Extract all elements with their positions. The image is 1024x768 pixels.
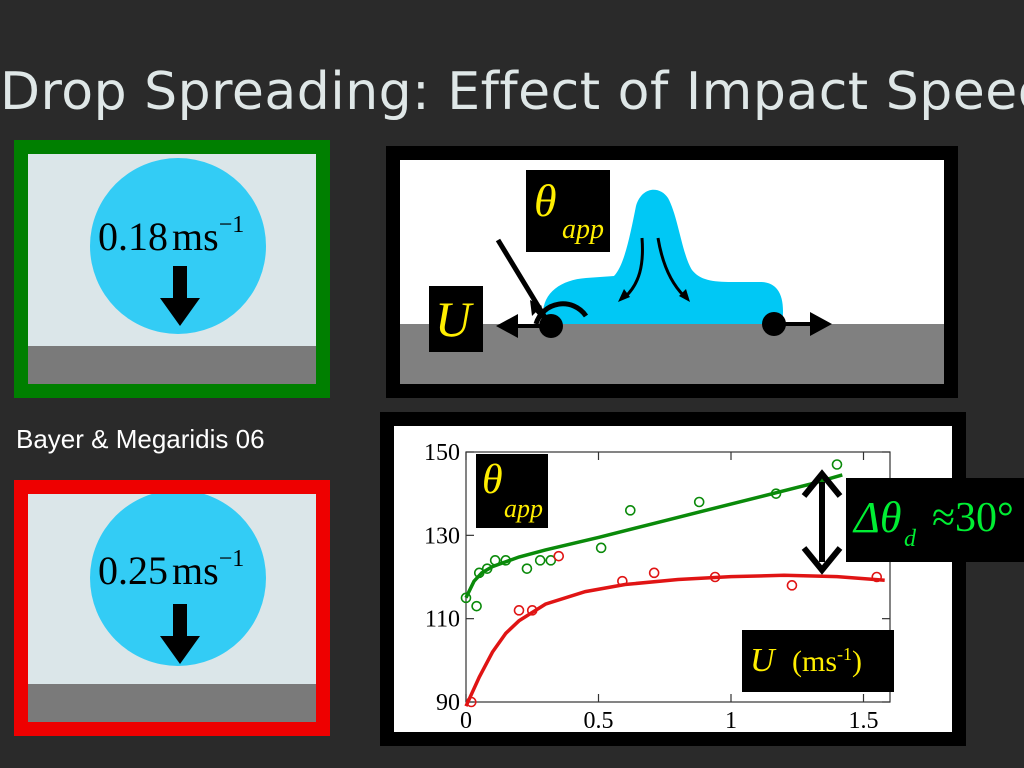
series-0-point bbox=[693, 496, 705, 508]
series-0-point bbox=[534, 555, 546, 566]
ground-surface bbox=[28, 346, 316, 384]
series-0-point bbox=[545, 555, 557, 566]
series-1-point bbox=[526, 605, 538, 616]
impact-speed-label: 0.25 ms−1 bbox=[98, 546, 245, 593]
series-0-point bbox=[500, 555, 512, 566]
series-0-point bbox=[595, 542, 607, 554]
series-0-point bbox=[473, 567, 485, 579]
series-0-point bbox=[489, 555, 501, 566]
contact-angle-chart: 90 110 130 150 0 0.5 1 1.5 θ app U (ms-1) bbox=[380, 412, 966, 746]
series-1-point bbox=[466, 696, 477, 708]
x-tick-label: 1 bbox=[725, 708, 737, 734]
x-tick-label: 0 bbox=[460, 708, 472, 734]
x-axis-label: U (ms-1) bbox=[742, 630, 894, 692]
series-0-point bbox=[625, 505, 636, 516]
y-tick-label: 90 bbox=[436, 690, 460, 716]
contact-line-point bbox=[762, 312, 786, 336]
velocity-label: U bbox=[429, 286, 483, 352]
delta-theta-annotation: Δθ d ≈30° bbox=[846, 478, 1024, 562]
series-0-point bbox=[460, 592, 472, 604]
series-0-point bbox=[831, 459, 843, 470]
ground-surface bbox=[28, 684, 316, 722]
y-tick-label: 150 bbox=[424, 440, 460, 466]
series-0-point bbox=[481, 563, 493, 574]
slow-impact-panel: 0.18 ms−1 bbox=[14, 140, 330, 398]
series-0-fit-line bbox=[464, 473, 843, 599]
down-arrow-icon bbox=[160, 604, 200, 664]
series-1-point bbox=[553, 550, 565, 562]
series-0-point bbox=[770, 488, 782, 499]
series-1-point bbox=[513, 605, 525, 616]
series-1-point bbox=[709, 571, 721, 583]
y-tick-label: 110 bbox=[425, 607, 460, 633]
series-1-fit-line bbox=[464, 573, 885, 707]
y-axis-label: θ app bbox=[476, 454, 548, 528]
double-arrow-icon bbox=[801, 469, 843, 575]
x-tick-label: 0.5 bbox=[584, 708, 614, 734]
citation-text: Bayer & Megaridis 06 bbox=[16, 424, 265, 454]
y-tick-label: 130 bbox=[424, 523, 460, 549]
impact-speed-label: 0.18 ms−1 bbox=[98, 212, 245, 259]
theta-app-label: θ app bbox=[526, 170, 610, 252]
series-1-point bbox=[617, 575, 628, 587]
series-1-point bbox=[871, 571, 883, 583]
down-arrow-icon bbox=[160, 266, 200, 326]
series-0-point bbox=[521, 563, 533, 574]
substrate bbox=[400, 324, 944, 384]
fast-impact-panel: 0.25 ms−1 bbox=[14, 480, 330, 736]
slide-title: Drop Spreading: Effect of Impact Speed bbox=[0, 62, 1024, 122]
x-tick-label: 1.5 bbox=[849, 708, 879, 734]
series-1-point bbox=[648, 567, 660, 579]
series-0-point bbox=[471, 600, 482, 612]
arrow-right-icon bbox=[810, 312, 832, 336]
tangent-line bbox=[495, 238, 552, 326]
arrow-left-icon bbox=[496, 314, 518, 338]
series-1-point bbox=[786, 580, 798, 591]
contact-angle-arc bbox=[533, 301, 589, 325]
spreading-schematic: θ app U bbox=[386, 146, 958, 398]
plot-frame bbox=[465, 451, 891, 703]
